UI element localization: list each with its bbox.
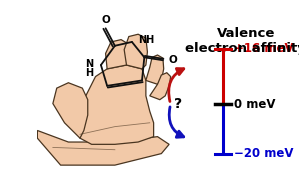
Text: N: N <box>85 59 93 69</box>
Text: electron affinity: electron affinity <box>185 42 299 55</box>
Text: ?: ? <box>173 97 181 111</box>
Polygon shape <box>124 34 147 69</box>
Text: 0 meV: 0 meV <box>234 98 276 111</box>
Polygon shape <box>53 83 88 138</box>
Text: O: O <box>101 15 110 25</box>
Polygon shape <box>150 73 171 100</box>
Text: −20 meV: −20 meV <box>234 147 294 160</box>
Polygon shape <box>146 55 164 84</box>
Text: H: H <box>85 68 93 78</box>
Text: O: O <box>169 55 177 65</box>
Text: NH: NH <box>138 36 154 46</box>
Polygon shape <box>106 40 130 69</box>
Polygon shape <box>80 65 154 144</box>
Polygon shape <box>37 130 169 165</box>
Text: Valence: Valence <box>217 27 275 40</box>
Text: +16 meV: +16 meV <box>234 42 294 55</box>
